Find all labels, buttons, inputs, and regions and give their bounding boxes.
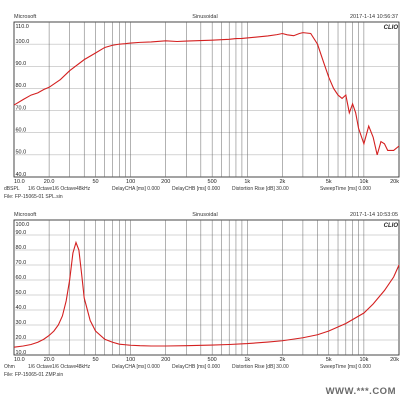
- spl-x-tick-label: 2k: [279, 179, 285, 185]
- watermark-text: WWW.***.COM: [326, 386, 396, 397]
- spl-footer-field: 1/6 Octave: [28, 186, 52, 192]
- impedance-header-center: Sinusoidal: [192, 212, 217, 218]
- impedance-footer-field: Distortion Rise [dB] 30.00: [232, 364, 289, 370]
- impedance-footer-field: 1/6 Octave: [28, 364, 52, 370]
- impedance-y-tick-label: 70.0: [16, 260, 27, 266]
- impedance-x-tick-labels: 10.0 20.0 50 100 200 500 1k 2k 5k 10k 20k: [14, 357, 399, 363]
- spl-footer-file: File: FP-15065-01 SPL.sin: [4, 194, 63, 200]
- impedance-x-tick-label: 20.0: [44, 357, 55, 363]
- spl-footer-field: dBSPL: [4, 186, 20, 192]
- spl-y-tick-label: 40.0: [16, 172, 27, 178]
- spl-plot-frame: [13, 21, 400, 178]
- impedance-y-tick-labels: 10.0 20.0 30.0 40.0 50.0 60.0 70.0 80.0 90.0 100.…: [16, 222, 30, 356]
- spl-y-tick-label: 70.0: [16, 105, 27, 111]
- spl-y-tick-label: 90.0: [16, 61, 27, 67]
- impedance-y-tick-label: 50.0: [16, 290, 27, 296]
- spl-y-tick-label: 60.0: [16, 128, 27, 134]
- spl-x-tick-label: 1k: [244, 179, 250, 185]
- spl-x-tick-labels: 10.0 20.0 50 100 200 500 1k 2k 5k 10k 20k: [14, 179, 399, 185]
- impedance-x-tick-label: 50: [92, 357, 98, 363]
- spl-brand-logo: CLIO: [384, 25, 399, 31]
- spl-footer-field: SweepTime [ms] 0.000: [320, 186, 371, 192]
- spl-x-tick-label: 20k: [390, 179, 399, 185]
- spl-header-right: 2017-1-14 10:56:37: [350, 14, 398, 20]
- impedance-footer-field: Ohm: [4, 364, 15, 370]
- spl-y-tick-labels: 40.0 50.0 60.0 70.0 80.0 90.0 100.0 110.0: [16, 24, 30, 178]
- impedance-y-tick-label: 100.0: [16, 222, 30, 228]
- impedance-footer-field: DelayCHA [ms] 0.000: [112, 364, 160, 370]
- spl-response-curve: [13, 32, 400, 156]
- impedance-x-tick-label: 100: [126, 357, 135, 363]
- spl-header-left: Microsoft: [14, 14, 37, 20]
- impedance-response-curve: [13, 240, 400, 348]
- impedance-x-tick-label: 5k: [326, 357, 332, 363]
- spl-x-tick-label: 10.0: [14, 179, 25, 185]
- spl-x-tick-label: 500: [208, 179, 217, 185]
- spl-footer-field: 48kHz: [76, 186, 91, 192]
- spl-x-tick-label: 100: [126, 179, 135, 185]
- spl-x-tick-label: 5k: [326, 179, 332, 185]
- impedance-x-tick-label: 10.0: [14, 357, 25, 363]
- spl-x-tick-label: 50: [92, 179, 98, 185]
- spl-footer-field: Distortion Rise [dB] 30.00: [232, 186, 289, 192]
- spl-header-center: Sinusoidal: [192, 14, 217, 20]
- spl-footer-field: DelayCHB [ms] 0.000: [172, 186, 220, 192]
- impedance-header-right: 2017-1-14 10:53:05: [350, 212, 398, 218]
- spl-series: [13, 32, 400, 156]
- impedance-x-tick-label: 20k: [390, 357, 399, 363]
- impedance-plot-frame: [13, 219, 400, 356]
- impedance-x-tick-label: 2k: [279, 357, 285, 363]
- impedance-chart: Microsoft Sinusoidal 2017-1-14 10:53:05 …: [4, 212, 400, 378]
- spl-chart: Microsoft Sinusoidal 2017-1-14 10:56:37 …: [4, 14, 400, 200]
- impedance-footer-file: File: FP-15065-01 ZMP.sin: [4, 372, 63, 378]
- impedance-footer-field: DelayCHB [ms] 0.000: [172, 364, 220, 370]
- spl-x-tick-label: 200: [161, 179, 170, 185]
- impedance-x-tick-label: 500: [208, 357, 217, 363]
- impedance-y-tick-label: 30.0: [16, 320, 27, 326]
- impedance-y-tick-label: 20.0: [16, 335, 27, 341]
- impedance-y-tick-label: 80.0: [16, 245, 27, 251]
- spl-y-tick-label: 80.0: [16, 83, 27, 89]
- impedance-y-tick-label: 60.0: [16, 275, 27, 281]
- spl-y-tick-label: 100.0: [16, 39, 30, 45]
- impedance-footer-field: SweepTime [ms] 0.000: [320, 364, 371, 370]
- impedance-grid: [14, 220, 399, 355]
- spl-grid: [14, 22, 399, 177]
- impedance-x-tick-label: 1k: [244, 357, 250, 363]
- spl-x-tick-label: 10k: [359, 179, 368, 185]
- impedance-header-left: Microsoft: [14, 212, 37, 218]
- spl-y-tick-label: 110.0: [16, 24, 29, 30]
- impedance-footer-field: 48kHz: [76, 364, 91, 370]
- impedance-x-tick-label: 200: [161, 357, 170, 363]
- impedance-footer-field: 1/6 Octave: [52, 364, 76, 370]
- spl-footer-field: 1/6 Octave: [52, 186, 76, 192]
- impedance-series: [13, 240, 400, 348]
- spl-footer: dBSPL 1/6 Octave 1/6 Octave 48kHz DelayCHA […: [4, 186, 371, 192]
- spl-x-tick-label: 20.0: [44, 179, 55, 185]
- impedance-x-tick-label: 10k: [359, 357, 368, 363]
- impedance-y-tick-label: 90.0: [16, 230, 27, 236]
- spl-y-tick-label: 50.0: [16, 150, 27, 156]
- impedance-footer: Ohm 1/6 Octave 1/6 Octave 48kHz DelayCHA [ms…: [4, 364, 371, 370]
- impedance-y-tick-label: 40.0: [16, 305, 27, 311]
- impedance-brand-logo: CLIO: [384, 223, 399, 229]
- spl-footer-field: DelayCHA [ms] 0.000: [112, 186, 160, 192]
- impedance-y-tick-label: 10.0: [16, 350, 27, 356]
